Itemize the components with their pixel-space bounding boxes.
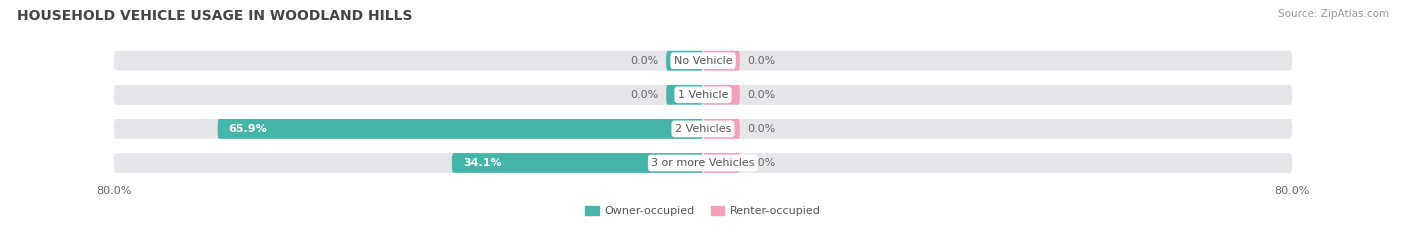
Text: 0.0%: 0.0% bbox=[747, 90, 776, 100]
FancyBboxPatch shape bbox=[703, 119, 740, 139]
Text: 1 Vehicle: 1 Vehicle bbox=[678, 90, 728, 100]
FancyBboxPatch shape bbox=[666, 51, 703, 71]
FancyBboxPatch shape bbox=[703, 85, 740, 105]
FancyBboxPatch shape bbox=[114, 85, 1292, 105]
Legend: Owner-occupied, Renter-occupied: Owner-occupied, Renter-occupied bbox=[581, 202, 825, 221]
FancyBboxPatch shape bbox=[451, 153, 703, 173]
Text: 2 Vehicles: 2 Vehicles bbox=[675, 124, 731, 134]
Text: Source: ZipAtlas.com: Source: ZipAtlas.com bbox=[1278, 9, 1389, 19]
FancyBboxPatch shape bbox=[218, 119, 703, 139]
FancyBboxPatch shape bbox=[114, 153, 1292, 173]
Text: HOUSEHOLD VEHICLE USAGE IN WOODLAND HILLS: HOUSEHOLD VEHICLE USAGE IN WOODLAND HILL… bbox=[17, 9, 412, 23]
Text: 0.0%: 0.0% bbox=[747, 158, 776, 168]
Text: 0.0%: 0.0% bbox=[630, 90, 659, 100]
FancyBboxPatch shape bbox=[666, 85, 703, 105]
Text: 0.0%: 0.0% bbox=[747, 124, 776, 134]
Text: 3 or more Vehicles: 3 or more Vehicles bbox=[651, 158, 755, 168]
Text: No Vehicle: No Vehicle bbox=[673, 56, 733, 66]
Text: 0.0%: 0.0% bbox=[747, 56, 776, 66]
Text: 65.9%: 65.9% bbox=[229, 124, 267, 134]
Text: 0.0%: 0.0% bbox=[630, 56, 659, 66]
FancyBboxPatch shape bbox=[114, 51, 1292, 71]
FancyBboxPatch shape bbox=[703, 51, 740, 71]
Text: 34.1%: 34.1% bbox=[463, 158, 502, 168]
FancyBboxPatch shape bbox=[703, 153, 740, 173]
FancyBboxPatch shape bbox=[114, 119, 1292, 139]
